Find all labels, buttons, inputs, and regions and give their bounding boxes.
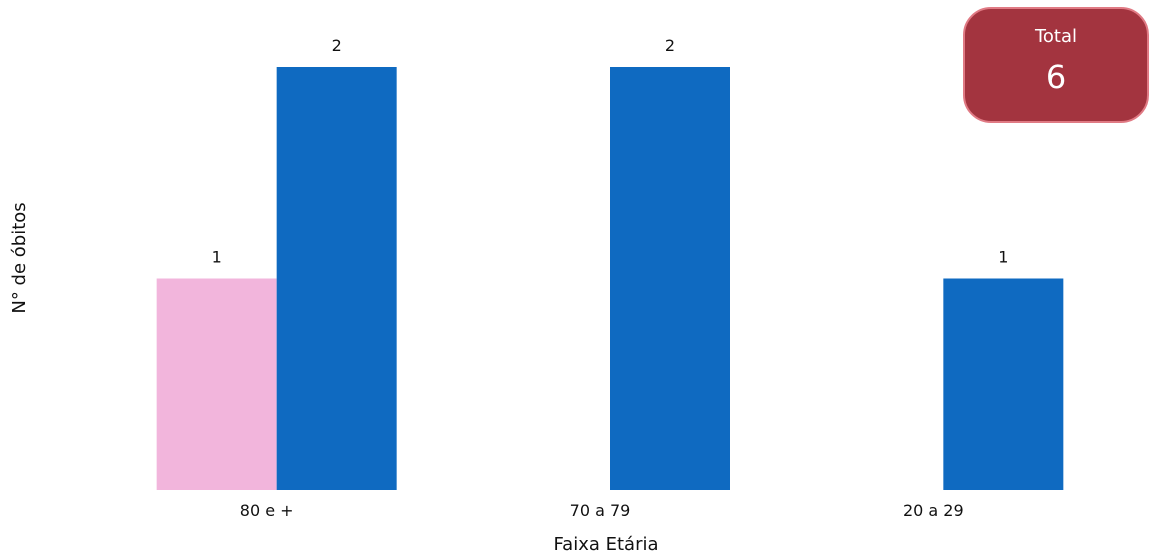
bars-layer — [156, 67, 1064, 490]
x-tick-label-0: 80 e + — [240, 501, 294, 520]
total-label: Total — [1034, 26, 1078, 47]
data-label-0-0: 1 — [212, 248, 222, 267]
total-value: 6 — [1045, 58, 1067, 96]
data-label-0-1: 2 — [332, 36, 342, 55]
bar-2-1 — [943, 278, 1064, 490]
x-tick-labels-layer: 80 e + 70 a 79 20 a 29 — [240, 501, 964, 520]
x-tick-label-1: 70 a 79 — [570, 501, 631, 520]
y-axis-title: N° de óbitos — [9, 202, 30, 313]
bar-0-0 — [156, 278, 277, 490]
data-label-2-1: 1 — [998, 248, 1008, 267]
bar-1-1 — [610, 67, 730, 490]
data-labels-layer: 1 2 2 1 — [212, 36, 1009, 267]
x-axis-title: Faixa Etária — [553, 534, 658, 555]
data-label-1-1: 2 — [665, 36, 675, 55]
total-card: Total 6 — [963, 7, 1149, 123]
x-tick-label-2: 20 a 29 — [903, 501, 964, 520]
bar-0-1 — [276, 67, 397, 490]
